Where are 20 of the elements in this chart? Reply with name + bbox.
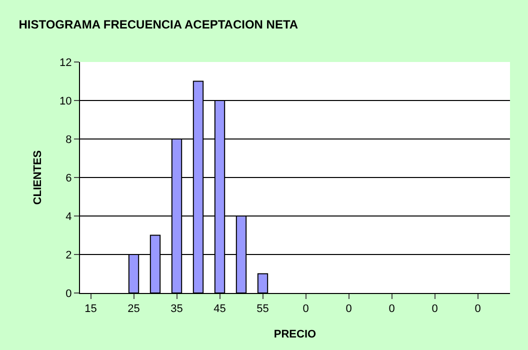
x-tick-label: 0 xyxy=(474,303,481,316)
x-tick-label: 35 xyxy=(170,303,183,316)
y-tick-label: 6 xyxy=(66,172,72,184)
y-axis-title: CLIENTES xyxy=(32,150,44,205)
x-tick-label: 0 xyxy=(432,303,438,316)
x-tick-label: 15 xyxy=(84,303,97,316)
x-tick-label: 0 xyxy=(346,303,352,316)
x-tick-label: 0 xyxy=(388,303,395,316)
y-tick-label: 10 xyxy=(60,95,72,108)
y-tick-label: 12 xyxy=(60,56,72,69)
y-tick-label: 4 xyxy=(66,210,72,223)
x-axis-title: PRECIO xyxy=(274,328,317,340)
chart-title: HISTOGRAMA FRECUENCIA ACEPTACION NETA xyxy=(18,18,298,32)
x-tick-label: 55 xyxy=(256,303,269,316)
y-tick-label: 8 xyxy=(66,134,72,146)
x-tick-label: 45 xyxy=(214,303,226,316)
y-tick-label: 2 xyxy=(66,249,72,262)
x-tick-label: 25 xyxy=(128,303,140,316)
x-tick-label: 0 xyxy=(302,303,309,316)
y-tick-label: 0 xyxy=(66,288,72,300)
